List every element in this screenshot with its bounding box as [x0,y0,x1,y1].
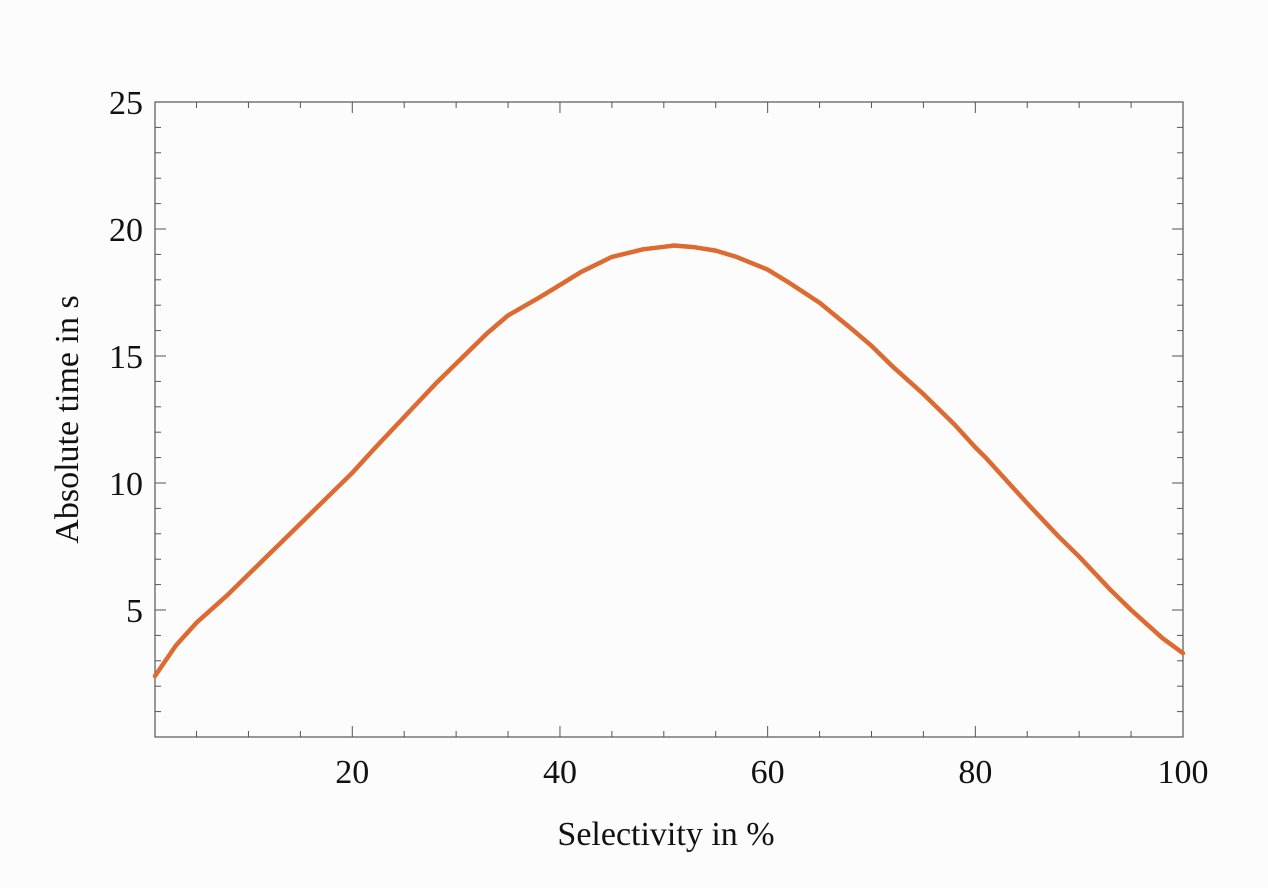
y-tick-label: 25 [109,85,143,122]
y-tick-label: 20 [109,212,143,249]
x-tick-label: 40 [543,754,577,791]
x-tick-label: 100 [1158,754,1209,791]
plot-frame [154,101,1184,738]
x-axis-title: Selectivity in % [557,816,774,853]
y-axis-title: Absolute time in s [49,295,86,543]
y-tick-label: 5 [126,593,143,630]
series-line [152,243,1186,679]
y-tick-label: 10 [109,466,143,503]
y-tick-label: 15 [109,339,143,376]
x-tick-label: 80 [958,754,992,791]
x-tick-label: 20 [335,754,369,791]
x-tick-label: 60 [751,754,785,791]
